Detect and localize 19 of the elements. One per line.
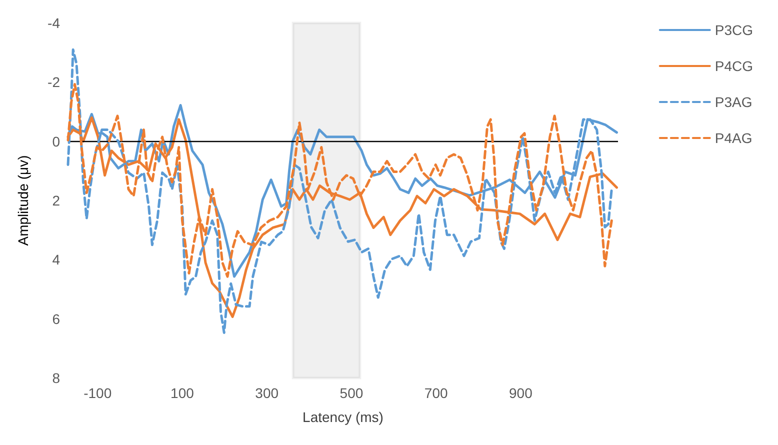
y-tick-label: 8	[52, 370, 60, 386]
y-tick-label: 0	[52, 133, 60, 150]
x-tick-label: 500	[340, 385, 364, 401]
y-tick-label: 2	[52, 192, 60, 208]
legend-label: P3CG	[714, 22, 753, 38]
y-tick-label: -2	[48, 74, 60, 90]
x-tick-label: 700	[424, 385, 448, 401]
y-tick-label: -4	[48, 15, 60, 31]
x-tick-label: 900	[509, 385, 533, 401]
legend-label: P3AG	[714, 94, 752, 110]
y-tick-label: 4	[52, 252, 60, 268]
x-tick-label: -100	[84, 385, 112, 401]
y-axis-title: Amplitude (μv)	[15, 155, 31, 246]
legend-label: P4AG	[714, 130, 752, 146]
x-tick-label: 300	[255, 385, 279, 401]
x-tick-label: 100	[170, 385, 194, 401]
legend-label: P4CG	[714, 58, 753, 74]
x-axis-title: Latency (ms)	[302, 409, 384, 425]
y-tick-label: 6	[52, 310, 60, 327]
